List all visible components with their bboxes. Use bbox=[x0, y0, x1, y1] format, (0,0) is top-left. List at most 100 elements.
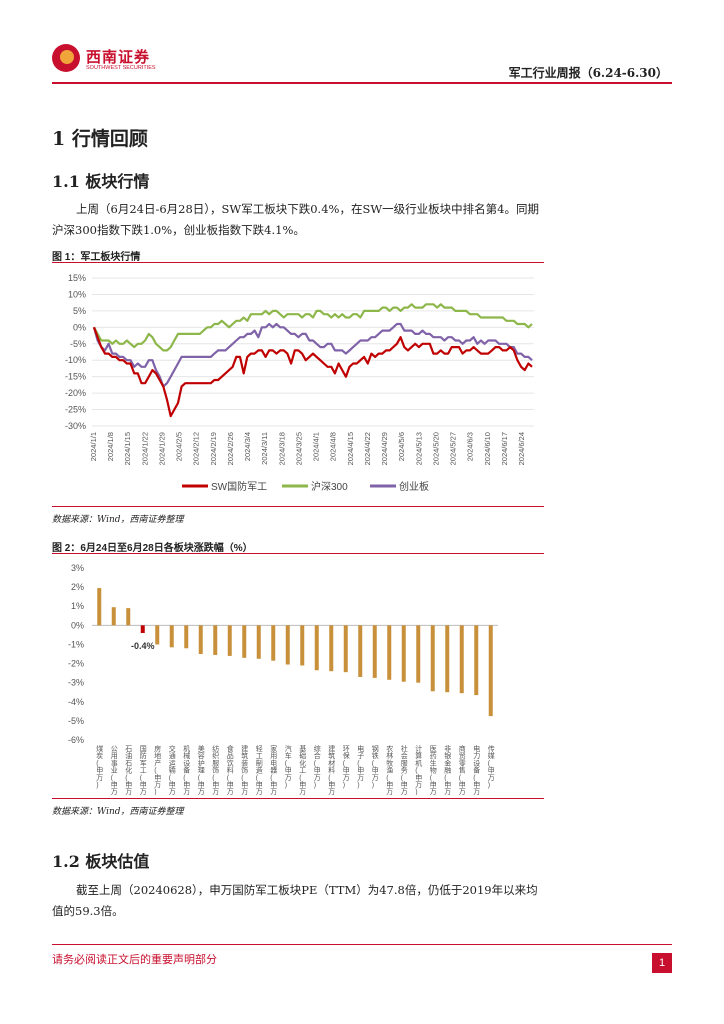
series-line bbox=[92, 326, 533, 418]
x-tick-label: 2024/2/19 bbox=[209, 432, 218, 465]
x-tick-label: 2024/1/22 bbox=[140, 432, 149, 465]
logo-name: 西南证券 bbox=[86, 48, 151, 66]
bar bbox=[358, 625, 363, 677]
y-tick-label: 3% bbox=[71, 563, 84, 573]
x-category-label: 环保(申万) bbox=[343, 745, 350, 789]
x-category-label: 建筑装饰(申万) bbox=[241, 744, 248, 795]
header-divider bbox=[52, 82, 672, 84]
figure1-line-chart: 15% 10% 5% 0% -5% -10% -15% -20% -25% -30% 2024/1… bbox=[65, 273, 534, 493]
x-tick-label: 2024/6/3 bbox=[466, 432, 475, 461]
bar bbox=[97, 588, 102, 626]
y-tick-label: -5% bbox=[70, 339, 86, 349]
bar bbox=[474, 625, 479, 696]
series-line bbox=[92, 322, 533, 388]
bar bbox=[184, 625, 189, 649]
y-tick-label: 10% bbox=[68, 289, 86, 299]
x-tick-label: 2024/4/8 bbox=[329, 432, 338, 461]
legend-label: 沪深300 bbox=[311, 480, 348, 493]
x-category-label: 美容护理(申万) bbox=[198, 744, 205, 795]
bar bbox=[445, 625, 450, 693]
paragraph-valuation: 截至上周（20240628），申万国防军工板块PE（TTM）为47.8倍，仍低于… bbox=[52, 883, 538, 918]
x-category-label: 食品饮料(申万) bbox=[227, 744, 234, 795]
x-tick-label: 2024/3/18 bbox=[277, 432, 286, 465]
y-tick-label: 1% bbox=[71, 601, 84, 611]
figure1-source: 数据来源：Wind，西南证券整理 bbox=[52, 515, 184, 525]
x-tick-label: 2024/5/13 bbox=[414, 432, 423, 465]
x-category-label: 非银金融(申万) bbox=[444, 744, 451, 795]
x-tick-label: 2024/5/20 bbox=[431, 432, 440, 465]
bar bbox=[256, 625, 261, 659]
bar bbox=[285, 625, 290, 665]
bar bbox=[126, 608, 131, 626]
bar bbox=[314, 625, 319, 671]
x-tick-label: 2024/6/17 bbox=[500, 432, 509, 465]
y-tick-label: 0% bbox=[71, 620, 84, 630]
y-tick-label: -15% bbox=[65, 372, 86, 382]
x-tick-label: 2024/6/24 bbox=[517, 432, 526, 465]
y-tick-label: -1% bbox=[68, 639, 84, 649]
bar bbox=[300, 625, 305, 666]
bar bbox=[343, 625, 348, 673]
bar bbox=[459, 625, 464, 694]
bar bbox=[416, 625, 421, 683]
bar bbox=[140, 625, 145, 633]
figure2-top-rule bbox=[52, 553, 544, 554]
x-category-label: 轻工制造(申万) bbox=[256, 744, 263, 795]
x-tick-label: 2024/4/15 bbox=[346, 432, 355, 465]
x-tick-label: 2024/4/22 bbox=[363, 432, 372, 465]
y-tick-label: -4% bbox=[68, 697, 84, 707]
x-tick-label: 2024/1/1 bbox=[89, 432, 98, 461]
bar bbox=[213, 625, 218, 655]
figure1-caption: 图 1：军工板块行情 bbox=[52, 252, 141, 263]
x-tick-label: 2024/3/4 bbox=[243, 432, 252, 461]
y-tick-label: -5% bbox=[68, 716, 84, 726]
bar bbox=[271, 625, 276, 661]
figure1-top-rule bbox=[52, 262, 544, 263]
x-category-label: 社会服务(申万) bbox=[401, 744, 408, 795]
figure2-source: 数据来源：Wind，西南证券整理 bbox=[52, 807, 184, 817]
y-tick-label: -3% bbox=[68, 678, 84, 688]
bar bbox=[227, 625, 232, 656]
figure2-bar-chart: 3% 2% 1% 0% -1% -2% -3% -4% -5% -6% -0.4% 煤炭(申万) 公… bbox=[68, 563, 498, 795]
paragraph-market: 上周（6月24日-6月28日），SW军工板块下跌0.4%，在SW一级行业板块中排… bbox=[52, 202, 539, 237]
bar bbox=[430, 625, 435, 692]
report-title: 军工行业周报（6.24-6.30） bbox=[508, 66, 668, 80]
x-category-label: 计算机(申万) bbox=[415, 744, 422, 795]
legend-label: SW国防军工 bbox=[211, 480, 267, 493]
bar bbox=[329, 625, 334, 672]
x-category-label: 传媒(申万) bbox=[488, 744, 495, 789]
x-category-label: 综合(申万) bbox=[314, 744, 321, 789]
x-category-label: 国防军工(申万) bbox=[140, 745, 147, 795]
figure1-bottom-rule bbox=[52, 506, 544, 507]
x-category-label: 公用事业(申万) bbox=[111, 745, 118, 795]
footer-divider bbox=[52, 944, 672, 945]
x-category-label: 农林牧渔(申万) bbox=[386, 744, 393, 795]
x-category-label: 房地产(申万) bbox=[154, 744, 161, 795]
bar bbox=[155, 625, 160, 645]
x-tick-label: 2024/4/1 bbox=[312, 432, 321, 461]
legend-label: 创业板 bbox=[399, 480, 429, 493]
y-tick-label: 0% bbox=[73, 322, 86, 332]
x-category-label: 石油石化(申万) bbox=[125, 745, 132, 795]
x-tick-label: 2024/2/12 bbox=[192, 432, 201, 465]
y-tick-label: -10% bbox=[65, 355, 86, 365]
y-tick-label: -2% bbox=[68, 659, 84, 669]
bar bbox=[242, 625, 247, 658]
x-category-label: 医药生物(申万) bbox=[430, 745, 437, 795]
x-category-label: 商贸零售(申万) bbox=[459, 744, 466, 795]
x-category-label: 煤炭(申万) bbox=[96, 744, 103, 789]
x-category-label: 汽车(申万) bbox=[285, 744, 292, 789]
figure2-bottom-rule bbox=[52, 798, 544, 799]
bar bbox=[111, 607, 116, 626]
y-tick-label: -6% bbox=[68, 735, 84, 745]
bar bbox=[401, 625, 406, 682]
footer-disclaimer: 请务必阅读正文后的重要声明部分 bbox=[52, 953, 217, 966]
page-number: 1 bbox=[652, 953, 672, 973]
x-category-label: 钢铁(申万) bbox=[372, 744, 379, 789]
logo-en: SOUTHWEST SECURITIES bbox=[86, 65, 156, 71]
x-category-label: 机械设备(申万) bbox=[183, 744, 190, 795]
bar bbox=[387, 625, 392, 680]
x-category-label: 电力设备(申万) bbox=[473, 744, 480, 795]
series-line bbox=[93, 303, 533, 352]
figure2-caption: 图 2：6月24日至6月28日各板块涨跌幅（%） bbox=[52, 543, 253, 554]
